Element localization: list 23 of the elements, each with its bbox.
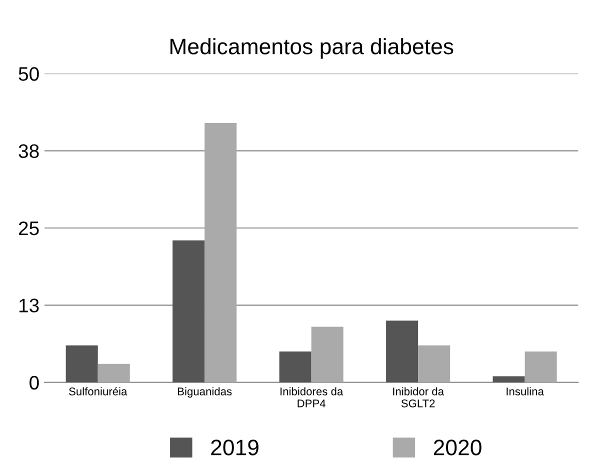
x-tick-label: Biguanidas [178,387,232,398]
bar [386,320,418,382]
bar [311,326,344,382]
y-tick-label: 38 [18,144,39,158]
x-tick-label: Sulfoniuréia [69,387,128,396]
x-tick-label: Inibidores da DPP4 [280,387,344,408]
bar [418,345,450,382]
bar [204,123,237,382]
x-tick-label: Insulina [506,387,544,396]
chart-title: Medicamentos para diabetes [170,38,454,59]
x-tick-label: Inibidor da SGLT2 [393,387,444,408]
bar [172,240,205,382]
bar [66,345,98,382]
y-tick-label: 50 [18,67,39,81]
y-tick-label: 25 [18,221,39,236]
legend-label: 2019 [211,440,258,456]
bar [492,376,525,382]
y-tick-label: 0 [30,376,39,390]
bar [524,352,557,382]
y-tick-label: 13 [19,298,39,312]
bar [98,364,130,382]
legend-label: 2020 [434,440,482,456]
bar [279,352,312,382]
